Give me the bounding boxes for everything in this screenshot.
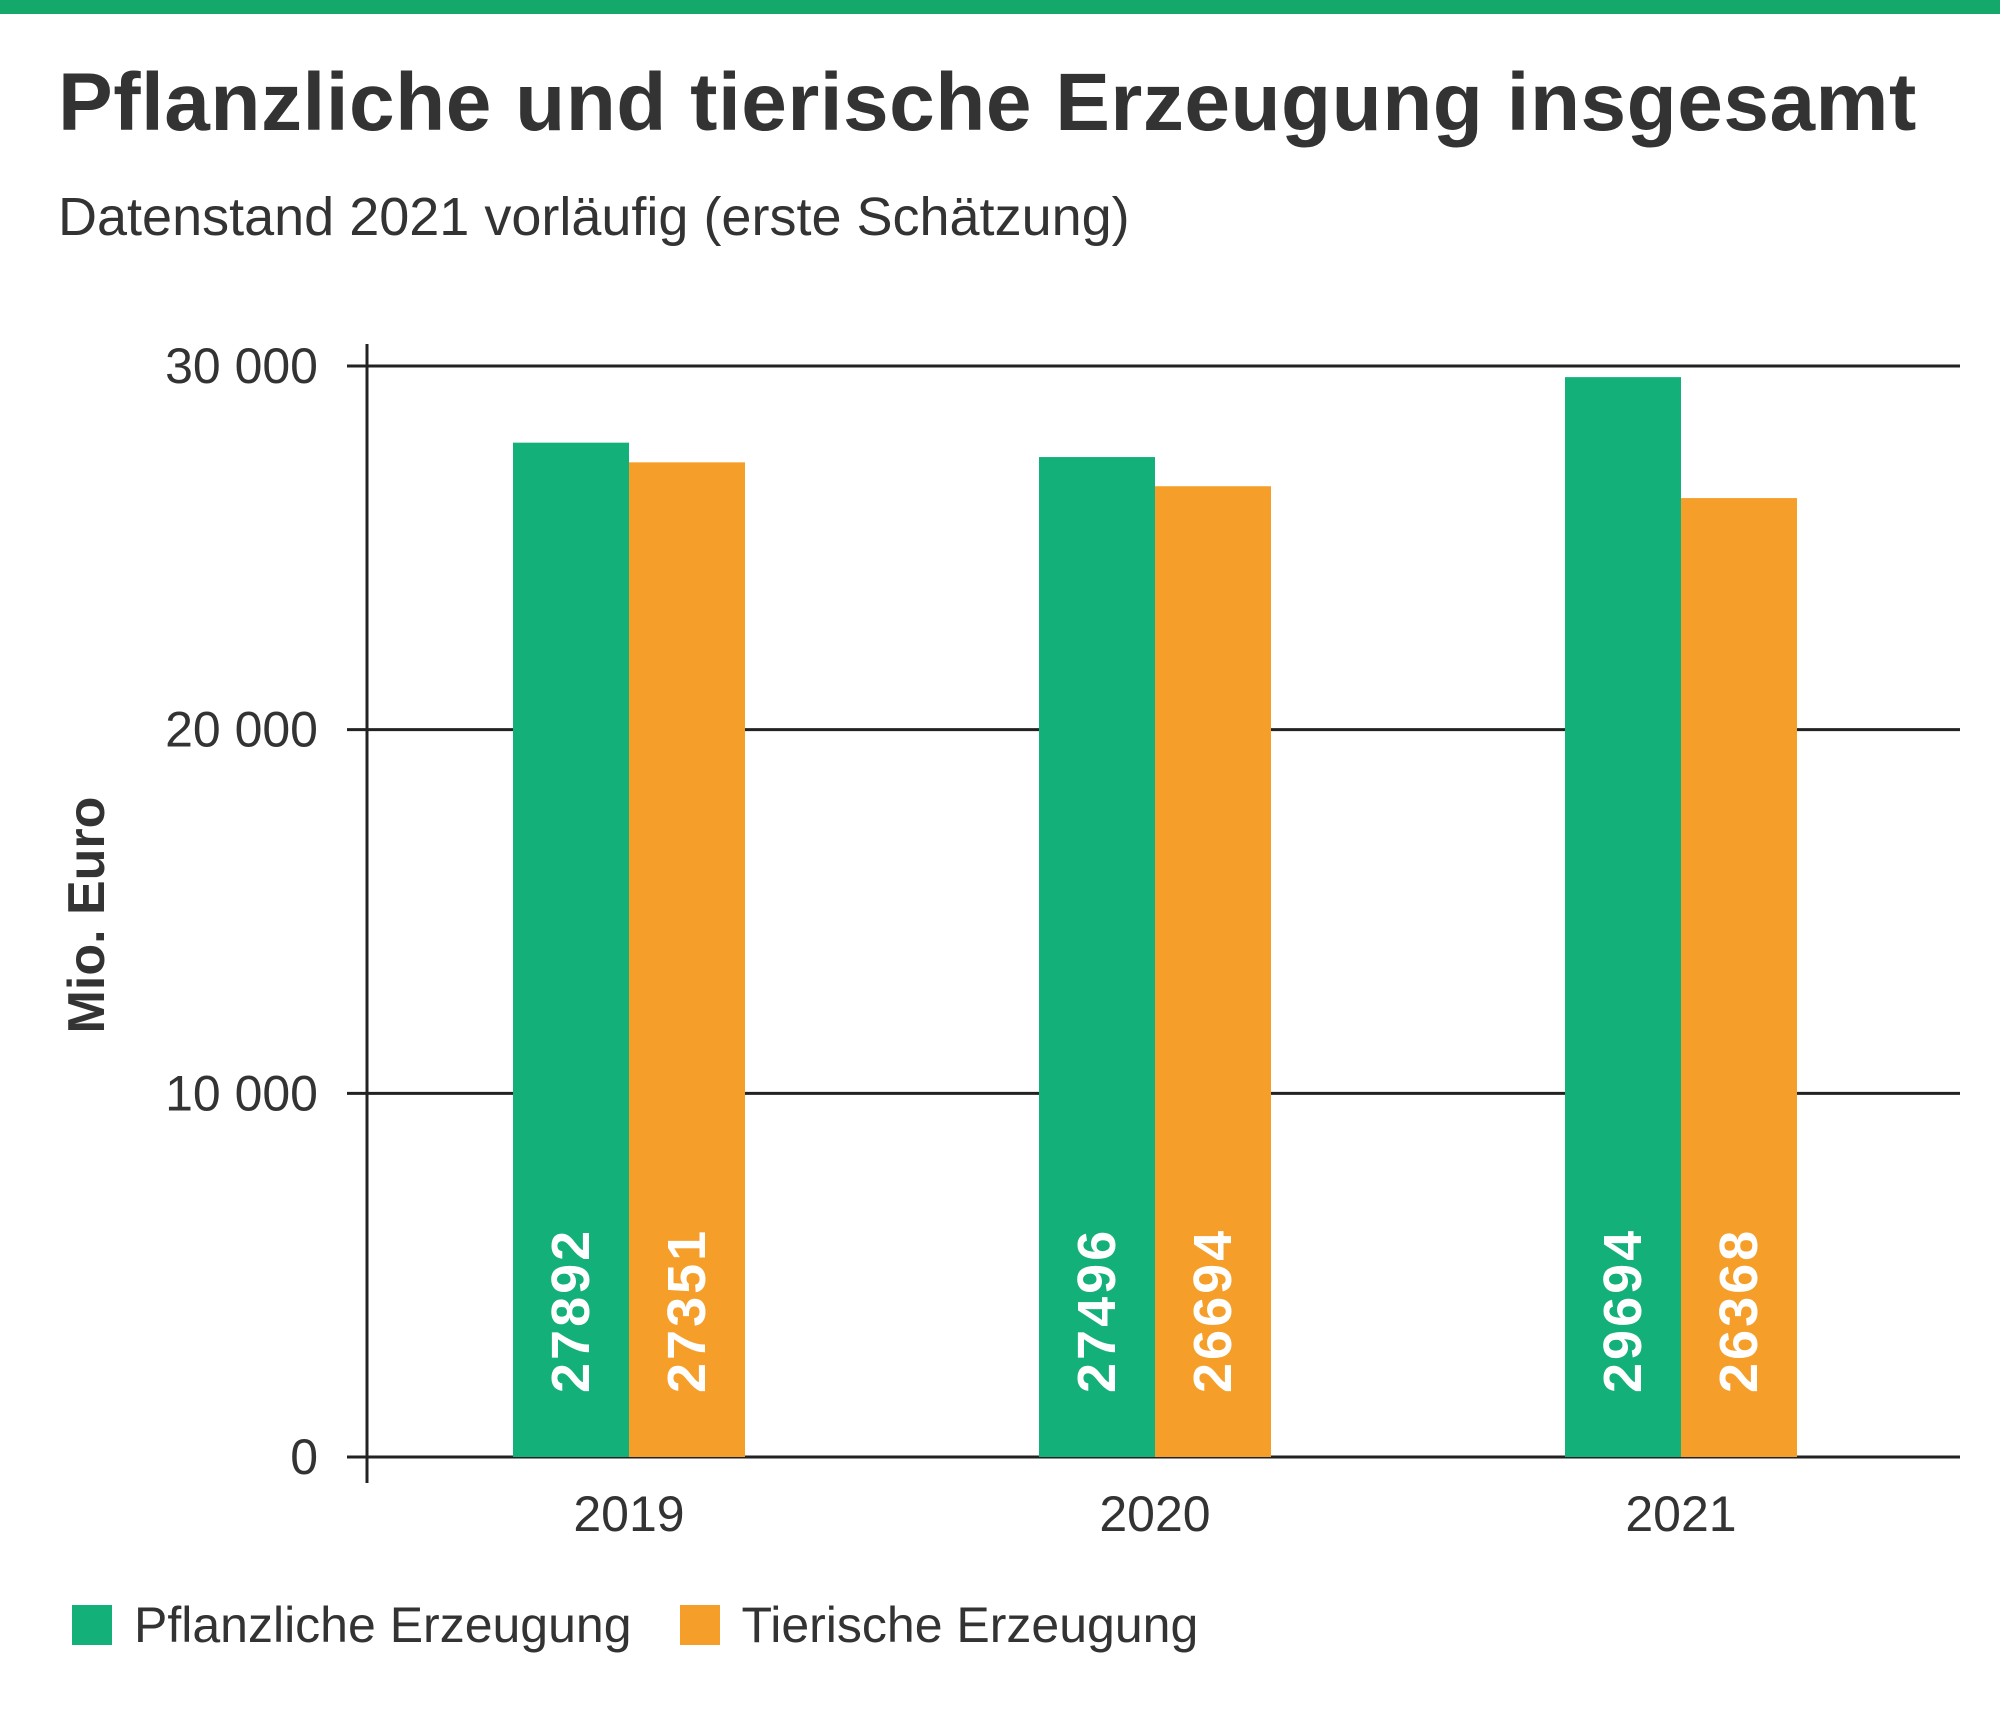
y-axis-title: Mio. Euro xyxy=(58,797,116,1034)
bar xyxy=(1565,377,1681,1458)
top-accent-bar xyxy=(0,0,2000,14)
bar xyxy=(1155,486,1271,1457)
legend-label-pflanzlich: Pflanzliche Erzeugung xyxy=(134,1597,632,1653)
legend: Pflanzliche Erzeugung Tierische Erzeugun… xyxy=(72,1596,1246,1654)
bar-value-label: 27892 xyxy=(541,1228,601,1393)
bar xyxy=(1681,498,1797,1457)
chart-subtitle: Datenstand 2021 vorläufig (erste Schätzu… xyxy=(58,187,1130,247)
bar-value-label: 26694 xyxy=(1183,1228,1243,1393)
legend-label-tierisch: Tierische Erzeugung xyxy=(741,1597,1199,1653)
bar-value-label: 27496 xyxy=(1067,1228,1127,1393)
bar xyxy=(513,442,629,1457)
x-tick-label: 2021 xyxy=(1625,1486,1736,1542)
bar-value-label: 29694 xyxy=(1593,1228,1653,1393)
x-tick-label: 2020 xyxy=(1099,1486,1210,1542)
bar-chart: 0 10 000 20 000 30 000 27892 27351 2019 27496 26… xyxy=(58,338,1960,1542)
legend-item-tierisch: Tierische Erzeugung xyxy=(679,1596,1199,1654)
bar xyxy=(1039,457,1155,1457)
bar-value-label: 26368 xyxy=(1709,1228,1769,1393)
y-tick-label: 0 xyxy=(290,1429,318,1485)
y-tick-label: 20 000 xyxy=(165,702,318,758)
legend-item-pflanzlich: Pflanzliche Erzeugung xyxy=(72,1596,632,1654)
bar xyxy=(629,462,745,1457)
y-tick-label: 10 000 xyxy=(165,1065,318,1121)
legend-swatch-pflanzlich xyxy=(72,1605,112,1645)
legend-swatch-tierisch xyxy=(679,1605,720,1645)
x-tick-label: 2019 xyxy=(573,1486,684,1542)
chart-title: Pflanzliche und tierische Erzeugung insg… xyxy=(58,57,1917,148)
y-tick-label: 30 000 xyxy=(165,338,318,394)
bar-value-label: 27351 xyxy=(657,1228,717,1393)
